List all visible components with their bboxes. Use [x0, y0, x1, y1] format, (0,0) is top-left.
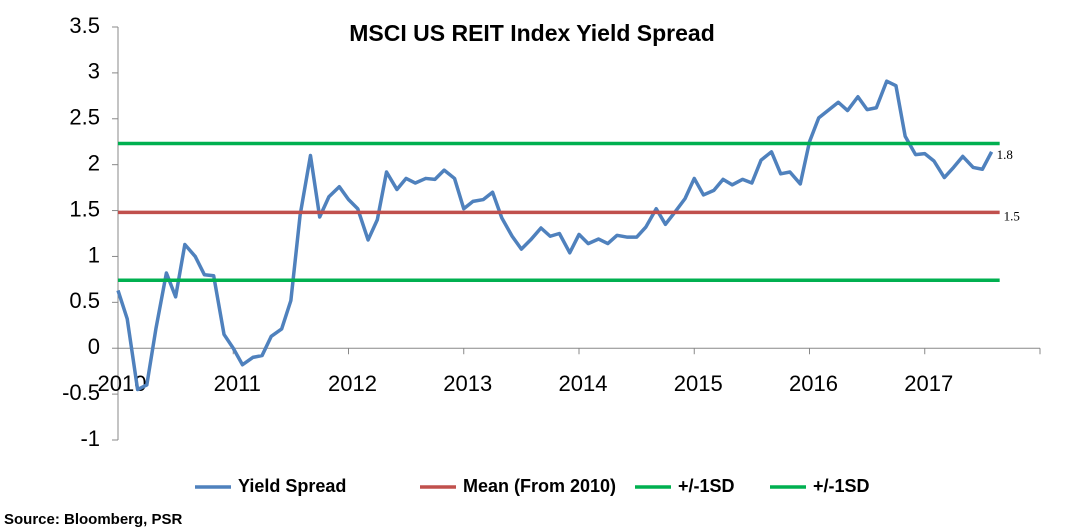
- x-tick-label: 2013: [443, 371, 492, 396]
- x-tick-label: 2014: [559, 371, 608, 396]
- y-tick-label: 0: [88, 334, 100, 359]
- chart-title: MSCI US REIT Index Yield Spread: [349, 20, 715, 46]
- y-tick-label: 2: [88, 150, 100, 175]
- x-tick-label: 2011: [214, 371, 261, 396]
- y-tick-label: 0.5: [69, 288, 100, 313]
- y-tick-label: 2.5: [69, 105, 100, 130]
- annotation: 1.8: [997, 147, 1013, 162]
- y-tick-label: -0.5: [62, 380, 100, 405]
- y-tick-label: 3: [88, 59, 100, 84]
- x-tick-label: 2017: [904, 371, 953, 396]
- y-tick-label: 1: [88, 242, 100, 267]
- x-tick-label: 2016: [789, 371, 838, 396]
- x-tick-label: 2012: [328, 371, 377, 396]
- y-tick-label: 1.5: [69, 196, 100, 221]
- value-label: 1.5: [1004, 208, 1020, 223]
- y-tick-label: -1: [80, 426, 100, 451]
- series-line: [116, 79, 994, 392]
- x-tick-label: 2010: [98, 371, 147, 396]
- legend-label: Yield Spread: [238, 476, 346, 496]
- legend-label: +/-1SD: [678, 476, 735, 496]
- legend-label: Mean (From 2010): [463, 476, 616, 496]
- x-tick-label: 2015: [674, 371, 723, 396]
- source: Source: Bloomberg, PSR: [4, 511, 183, 528]
- y-tick-label: 3.5: [69, 13, 100, 38]
- legend-label: +/-1SD: [813, 476, 870, 496]
